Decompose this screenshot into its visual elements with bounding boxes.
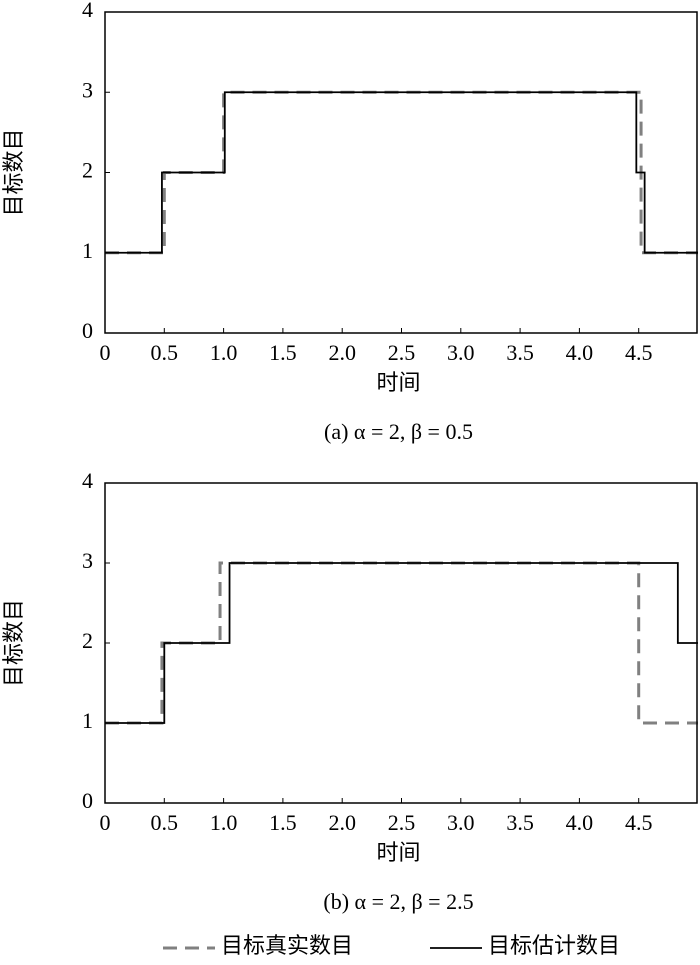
x-tick-label: 4.5 (625, 810, 653, 835)
y-tick-label: 2 (82, 628, 93, 653)
series-line (105, 561, 698, 725)
y-axis-label: 目标数目 (1, 599, 26, 687)
x-tick-label: 0 (100, 810, 111, 835)
x-axis-label: 时间 (376, 840, 420, 865)
x-tick-label: 1.0 (210, 810, 238, 835)
x-tick-label: 1.5 (269, 340, 297, 365)
x-tick-label: 0 (100, 340, 111, 365)
x-tick-label: 4.0 (566, 810, 594, 835)
x-tick-label: 3.0 (447, 340, 475, 365)
legend-label: 目标估计数目 (488, 933, 620, 958)
series-line (105, 90, 698, 255)
x-tick-label: 3.5 (506, 340, 534, 365)
y-tick-label: 1 (82, 238, 93, 263)
x-tick-label: 2.5 (388, 810, 416, 835)
y-tick-label: 3 (82, 77, 93, 102)
y-tick-label: 0 (82, 318, 93, 343)
x-tick-label: 4.5 (625, 340, 653, 365)
x-tick-label: 1.5 (269, 810, 297, 835)
plot-frame (104, 482, 698, 804)
caption: (b) α = 2, β = 2.5 (323, 889, 473, 914)
x-tick-label: 3.0 (447, 810, 475, 835)
series-line (105, 562, 698, 724)
x-tick-label: 2.0 (328, 810, 356, 835)
caption: (a) α = 2, β = 0.5 (324, 419, 473, 444)
y-tick-label: 0 (82, 788, 93, 813)
series-line (105, 91, 698, 254)
y-tick-label: 3 (82, 548, 93, 573)
x-tick-label: 2.0 (328, 340, 356, 365)
x-tick-label: 4.0 (566, 340, 594, 365)
y-tick-label: 1 (82, 708, 93, 733)
y-tick-label: 4 (82, 468, 93, 493)
y-tick-label: 2 (82, 158, 93, 183)
legend-label: 目标真实数目 (221, 933, 353, 958)
y-axis-label: 目标数目 (1, 128, 26, 216)
x-tick-label: 0.5 (151, 810, 179, 835)
y-tick-label: 4 (82, 0, 93, 22)
x-tick-label: 3.5 (506, 810, 534, 835)
plot-frame (104, 11, 698, 334)
x-tick-label: 1.0 (210, 340, 238, 365)
x-tick-label: 0.5 (151, 340, 179, 365)
x-tick-label: 2.5 (388, 340, 416, 365)
x-axis-label: 时间 (376, 370, 420, 395)
